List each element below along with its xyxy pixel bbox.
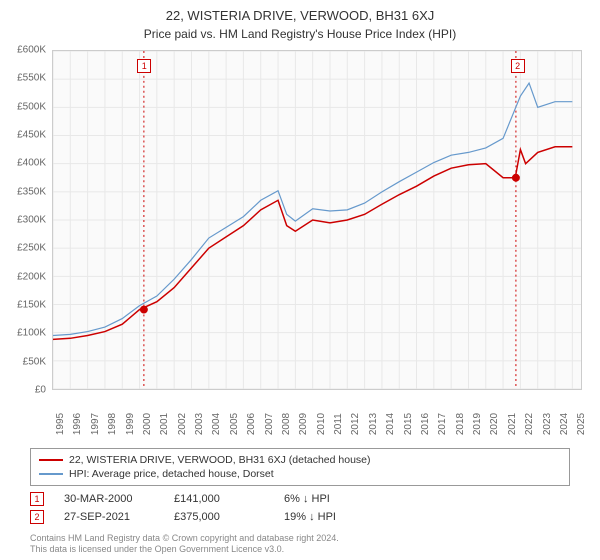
x-tick-label: 1995 <box>55 413 66 435</box>
x-tick-label: 2016 <box>420 413 431 435</box>
x-tick-label: 2021 <box>507 413 518 435</box>
legend-item: HPI: Average price, detached house, Dors… <box>39 467 561 481</box>
y-tick-label: £100K <box>17 328 46 339</box>
x-tick-label: 2019 <box>472 413 483 435</box>
x-tick-label: 2006 <box>246 413 257 435</box>
x-tick-label: 2011 <box>333 413 344 435</box>
marker-price: £141,000 <box>174 493 264 505</box>
y-tick-label: £50K <box>23 356 46 367</box>
marker-delta: 19% ↓ HPI <box>284 511 374 523</box>
x-tick-label: 2015 <box>403 413 414 435</box>
y-tick-label: £150K <box>17 300 46 311</box>
x-tick-label: 2010 <box>316 413 327 435</box>
legend-label: HPI: Average price, detached house, Dors… <box>69 468 274 480</box>
footer-line-1: Contains HM Land Registry data © Crown c… <box>30 533 339 544</box>
x-tick-label: 2012 <box>350 413 361 435</box>
x-tick-label: 2000 <box>142 413 153 435</box>
marker-date: 30-MAR-2000 <box>64 493 154 505</box>
y-axis-labels: £0£50K£100K£150K£200K£250K£300K£350K£400… <box>0 50 50 390</box>
legend-swatch <box>39 473 63 475</box>
y-tick-label: £250K <box>17 243 46 254</box>
x-tick-label: 2008 <box>281 413 292 435</box>
x-tick-label: 1996 <box>72 413 83 435</box>
x-tick-label: 2025 <box>576 413 587 435</box>
x-tick-label: 2004 <box>211 413 222 435</box>
chart-marker-2: 2 <box>511 59 525 73</box>
chart-title: 22, WISTERIA DRIVE, VERWOOD, BH31 6XJ <box>0 0 600 23</box>
y-tick-label: £0 <box>35 385 46 396</box>
marker-number-box: 1 <box>30 492 44 506</box>
x-tick-label: 2023 <box>542 413 553 435</box>
x-tick-label: 2002 <box>177 413 188 435</box>
x-axis-labels: 1995 1996 1997 1998 1999 2000 2001 2002 2003 2004… <box>52 392 582 442</box>
legend-item: 22, WISTERIA DRIVE, VERWOOD, BH31 6XJ (d… <box>39 453 561 467</box>
y-tick-label: £200K <box>17 271 46 282</box>
x-tick-label: 1999 <box>125 413 136 435</box>
x-tick-label: 1997 <box>90 413 101 435</box>
footer-attribution: Contains HM Land Registry data © Crown c… <box>30 533 339 555</box>
marker-delta: 6% ↓ HPI <box>284 493 374 505</box>
marker-table-row: 2 27-SEP-2021 £375,000 19% ↓ HPI <box>30 508 570 526</box>
y-tick-label: £600K <box>17 45 46 56</box>
x-tick-label: 2001 <box>159 413 170 435</box>
x-tick-label: 2022 <box>524 413 535 435</box>
x-tick-label: 2017 <box>437 413 448 435</box>
marker-table: 1 30-MAR-2000 £141,000 6% ↓ HPI 2 27-SEP-2021… <box>30 490 570 526</box>
chart-subtitle: Price paid vs. HM Land Registry's House … <box>0 23 600 49</box>
x-tick-label: 2003 <box>194 413 205 435</box>
y-tick-label: £400K <box>17 158 46 169</box>
x-tick-label: 2020 <box>489 413 500 435</box>
marker-table-row: 1 30-MAR-2000 £141,000 6% ↓ HPI <box>30 490 570 508</box>
x-tick-label: 2009 <box>298 413 309 435</box>
legend-swatch <box>39 459 63 461</box>
chart-legend: 22, WISTERIA DRIVE, VERWOOD, BH31 6XJ (d… <box>30 448 570 486</box>
chart-plot-area: 12 <box>52 50 582 390</box>
x-tick-label: 2013 <box>368 413 379 435</box>
x-tick-label: 1998 <box>107 413 118 435</box>
chart-marker-1: 1 <box>137 59 151 73</box>
y-tick-label: £450K <box>17 130 46 141</box>
marker-price: £375,000 <box>174 511 264 523</box>
legend-label: 22, WISTERIA DRIVE, VERWOOD, BH31 6XJ (d… <box>69 454 371 466</box>
marker-number-box: 2 <box>30 510 44 524</box>
x-tick-label: 2007 <box>264 413 275 435</box>
x-tick-label: 2005 <box>229 413 240 435</box>
marker-date: 27-SEP-2021 <box>64 511 154 523</box>
y-tick-label: £500K <box>17 101 46 112</box>
y-tick-label: £550K <box>17 73 46 84</box>
y-tick-label: £300K <box>17 215 46 226</box>
x-tick-label: 2018 <box>455 413 466 435</box>
y-tick-label: £350K <box>17 186 46 197</box>
x-tick-label: 2014 <box>385 413 396 435</box>
footer-line-2: This data is licensed under the Open Gov… <box>30 544 339 555</box>
x-tick-label: 2024 <box>559 413 570 435</box>
